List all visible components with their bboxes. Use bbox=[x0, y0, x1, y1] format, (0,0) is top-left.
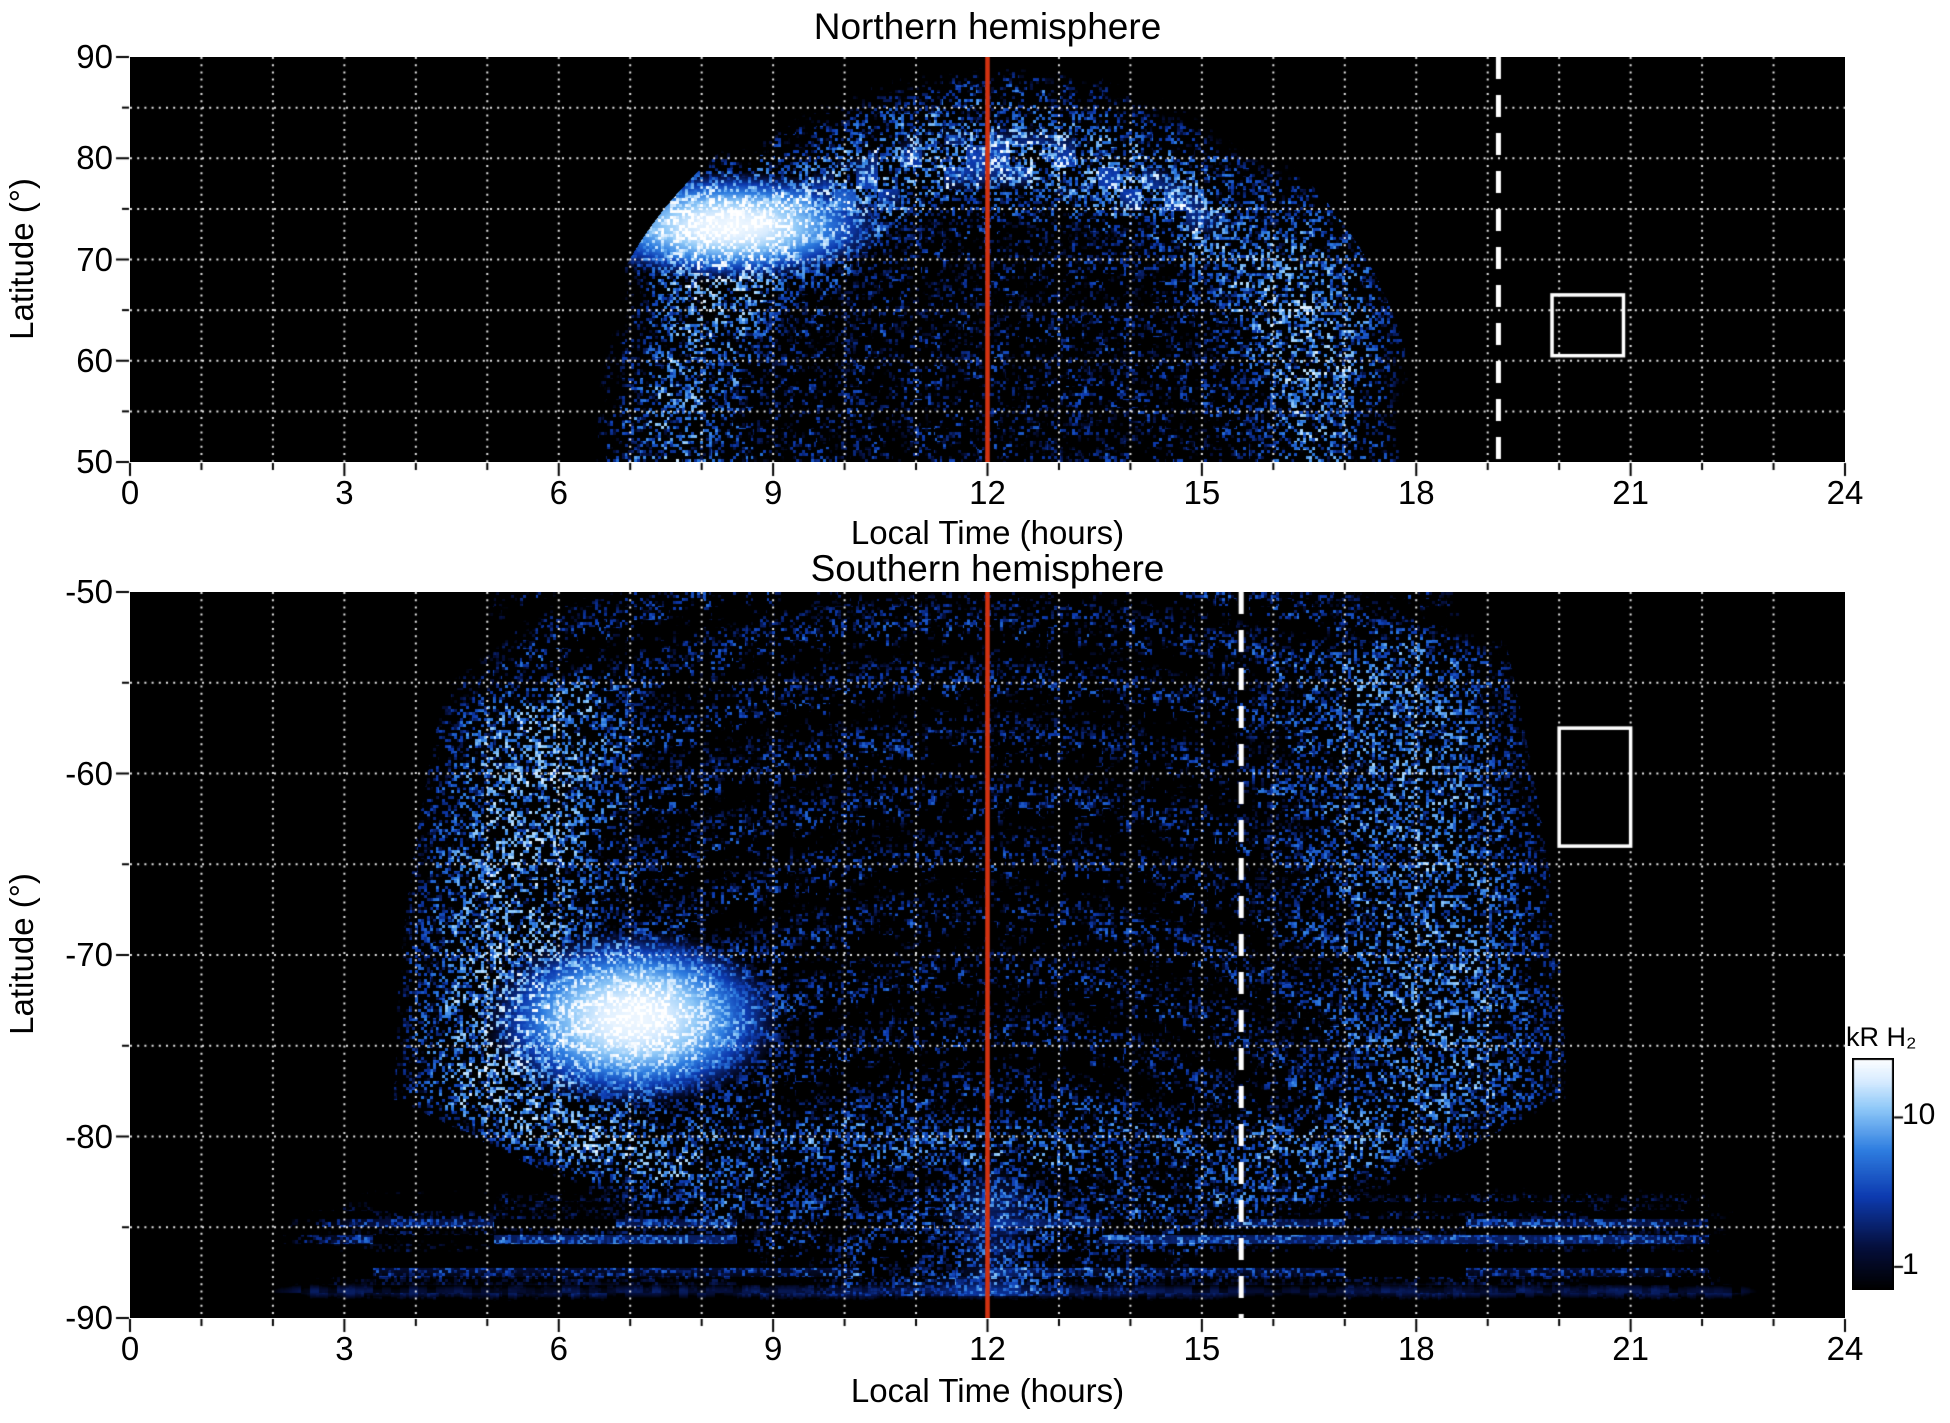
north-x-tick-label: 12 bbox=[969, 474, 1006, 511]
south-y-tick-label: -50 bbox=[65, 573, 113, 610]
south-y-tick-label: -70 bbox=[65, 936, 113, 973]
north-x-tick-label: 6 bbox=[549, 474, 568, 511]
south-x-tick-label: 24 bbox=[1826, 1330, 1864, 1367]
colorbar-label: kR H₂ bbox=[1846, 1022, 1917, 1052]
north-x-axis-label: Local Time (hours) bbox=[850, 514, 1125, 551]
north-y-tick-label: 70 bbox=[76, 240, 113, 278]
south-x-tick-label: 21 bbox=[1612, 1330, 1649, 1367]
south-x-tick-label: 12 bbox=[969, 1330, 1006, 1367]
north-x-tick-label: 3 bbox=[335, 474, 354, 511]
south-panel-title: Southern hemisphere bbox=[810, 548, 1165, 589]
south-x-tick-label: 3 bbox=[335, 1330, 354, 1367]
south-x-tick-label: 18 bbox=[1397, 1330, 1435, 1367]
south-x-axis-label: Local Time (hours) bbox=[850, 1372, 1125, 1409]
south-x-tick-label: 9 bbox=[763, 1330, 783, 1367]
north-heatmap bbox=[130, 57, 1845, 462]
north-x-tick-label: 0 bbox=[120, 474, 140, 511]
south-y-tick-label: -80 bbox=[65, 1117, 113, 1155]
north-x-tick-label: 18 bbox=[1397, 474, 1435, 511]
south-x-tick-label: 6 bbox=[549, 1330, 568, 1367]
south-x-tick-label: 0 bbox=[120, 1330, 140, 1367]
south-y-tick-label: -90 bbox=[65, 1299, 113, 1336]
north-x-tick-label: 24 bbox=[1826, 474, 1864, 511]
north-x-tick-label: 15 bbox=[1183, 474, 1221, 511]
north-y-tick-label: 50 bbox=[76, 443, 113, 480]
south-x-tick-label: 15 bbox=[1183, 1330, 1221, 1367]
north-x-tick-label: 21 bbox=[1612, 474, 1649, 511]
south-heatmap bbox=[130, 592, 1845, 1318]
colorbar-tick-10: 10 bbox=[1902, 1098, 1936, 1131]
north-x-tick-label: 9 bbox=[763, 474, 783, 511]
colorbar-tick-1: 1 bbox=[1902, 1248, 1919, 1281]
colorbar bbox=[1852, 1058, 1894, 1290]
south-y-tick-label: -60 bbox=[65, 754, 113, 792]
north-panel-title: Northern hemisphere bbox=[813, 6, 1162, 47]
north-y-tick-label: 80 bbox=[76, 139, 113, 177]
north-y-tick-label: 90 bbox=[76, 38, 113, 75]
north-y-tick-label: 60 bbox=[76, 341, 113, 379]
